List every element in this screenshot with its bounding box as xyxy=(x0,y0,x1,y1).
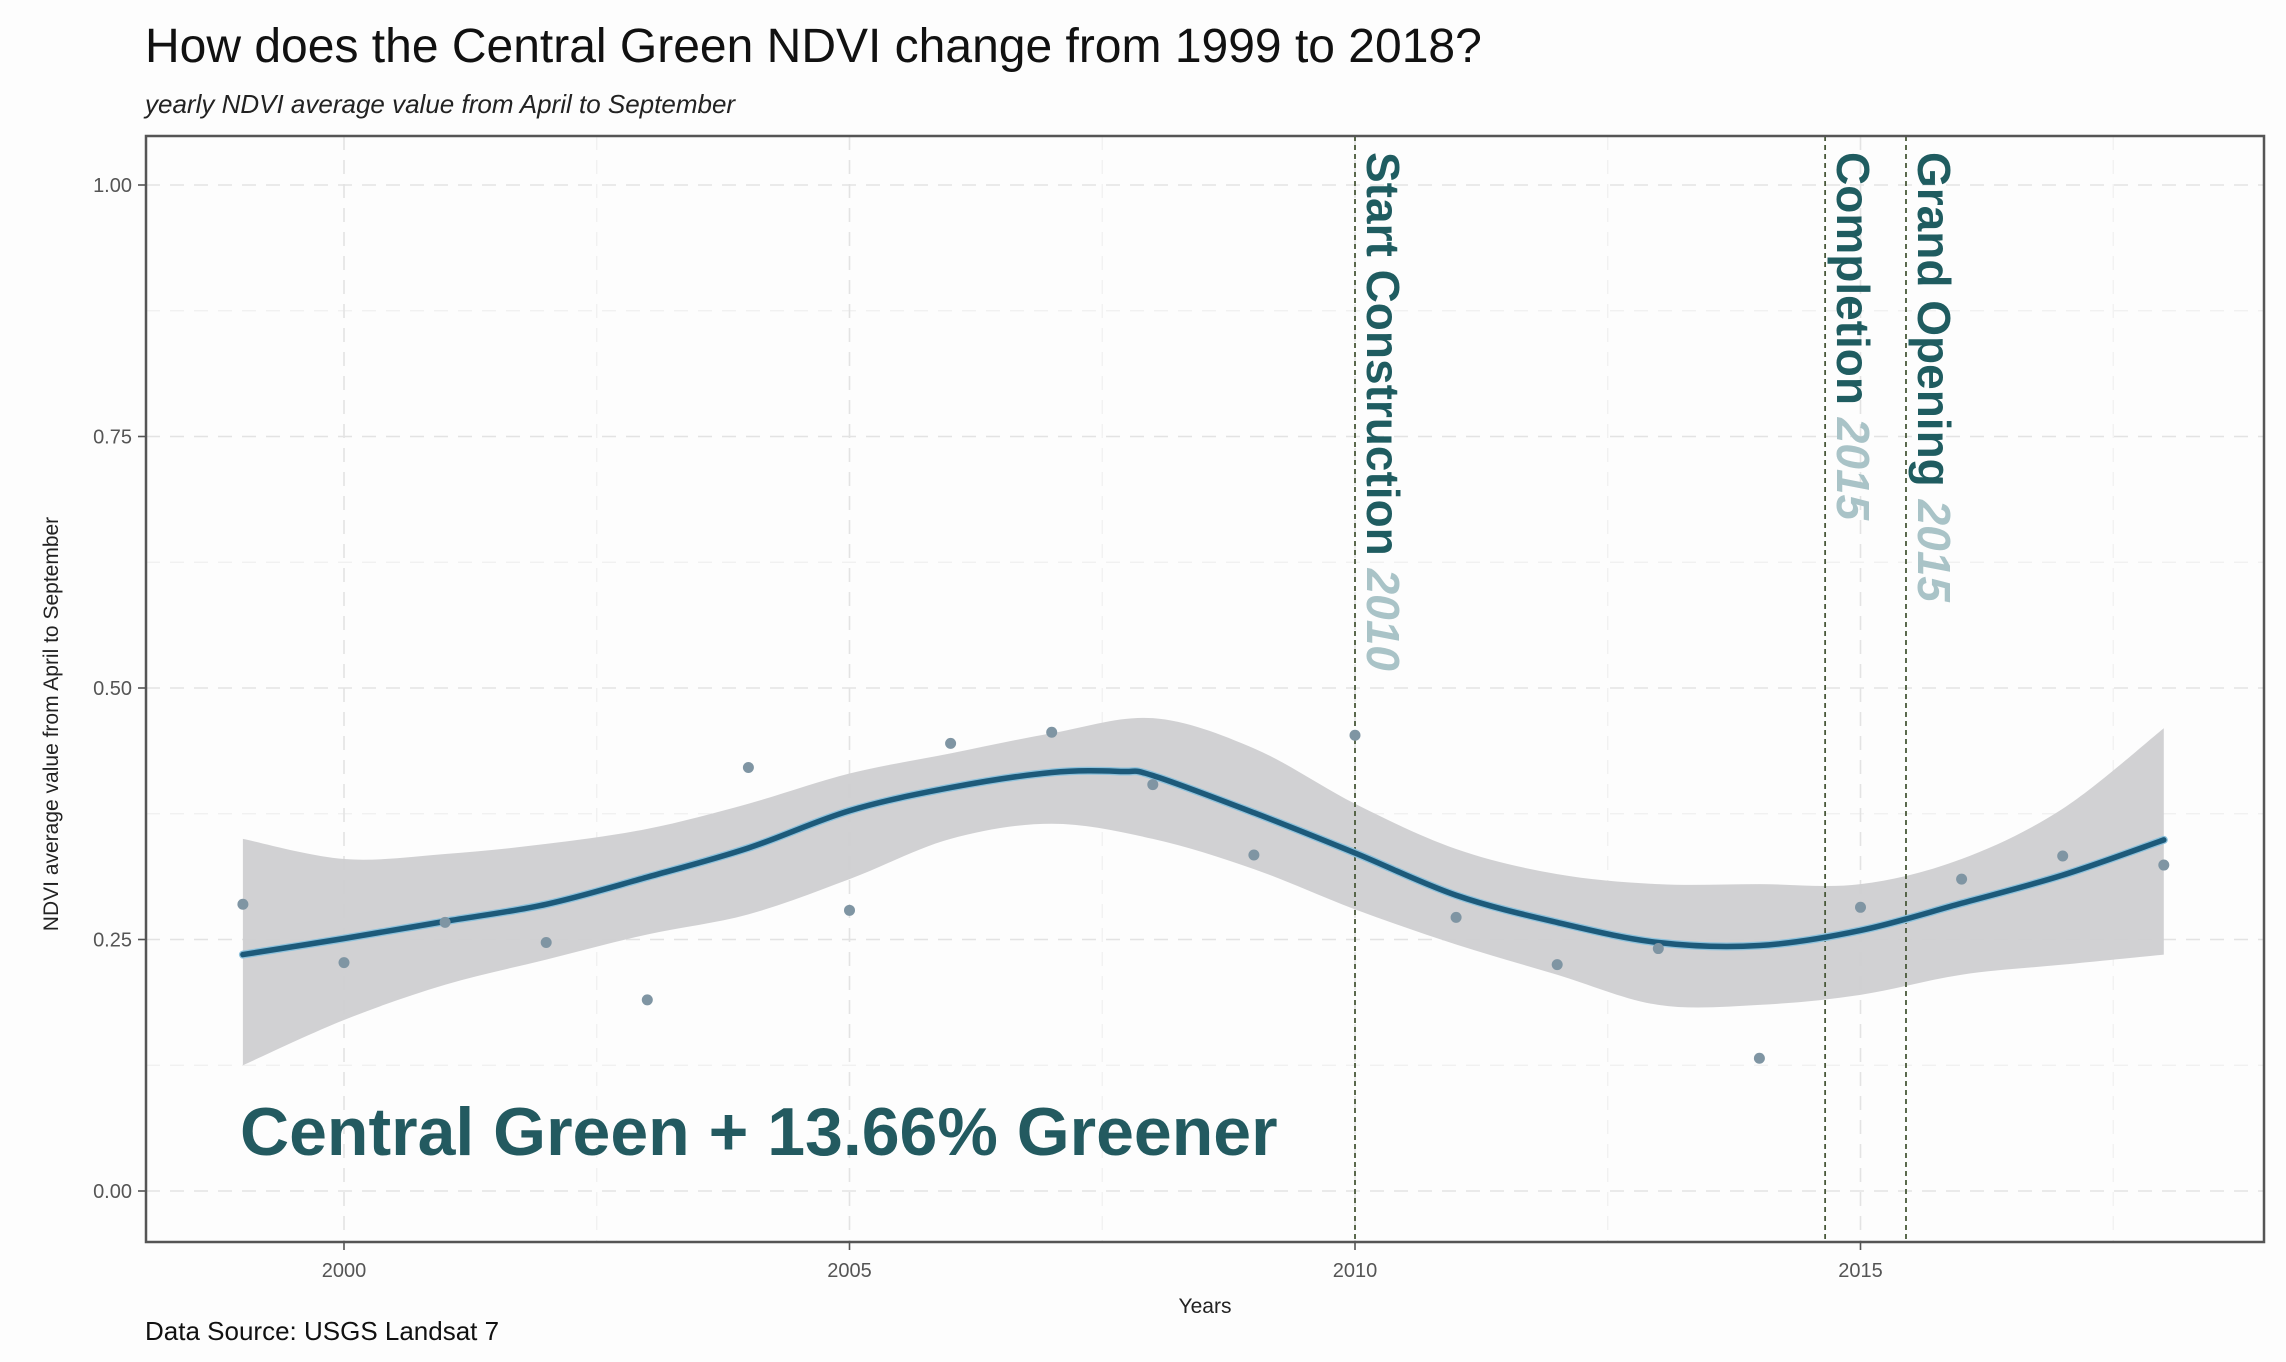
data-point xyxy=(540,937,552,949)
y-axis-title: NDVI average value from April to Septemb… xyxy=(40,517,63,931)
data-point xyxy=(1248,849,1260,861)
data-point xyxy=(1652,943,1664,955)
data-point xyxy=(237,898,249,910)
smooth-line-layer xyxy=(238,766,2168,959)
chart-subtitle: yearly NDVI average value from April to … xyxy=(143,89,736,119)
greener-annotation: Central Green + 13.66% Greener xyxy=(240,1094,1278,1170)
x-tick-label: 2005 xyxy=(827,1260,872,1282)
data-point xyxy=(945,737,957,749)
confidence-band xyxy=(242,717,2164,1066)
smooth-line xyxy=(240,768,2167,958)
x-axis-title: Years xyxy=(1179,1295,1232,1318)
data-point xyxy=(1450,911,1462,923)
event-annotation-label: Grand Opening xyxy=(1908,152,1960,500)
data-point xyxy=(1147,779,1159,791)
y-axis-ticks: 0.00 0.25 0.50 0.75 1.00 xyxy=(93,175,146,1203)
data-points-layer xyxy=(237,726,2170,1064)
event-annotation: Completion 2015 xyxy=(1827,152,1879,522)
data-point xyxy=(1956,873,1968,885)
event-annotation-label: Start Construction xyxy=(1357,152,1409,569)
y-tick-label: 0.00 xyxy=(93,1181,132,1203)
data-point xyxy=(742,761,754,773)
y-tick-label: 1.00 xyxy=(93,175,132,197)
data-point xyxy=(1551,959,1563,971)
data-point xyxy=(338,957,350,969)
event-annotation-label: Completion xyxy=(1827,152,1879,418)
x-tick-label: 2010 xyxy=(1333,1260,1378,1282)
event-annotation: Grand Opening 2015 xyxy=(1908,152,1960,603)
event-annotation-year: 2015 xyxy=(1908,499,1960,604)
y-tick-label: 0.75 xyxy=(93,427,132,449)
y-tick-label: 0.50 xyxy=(93,678,132,700)
chart-title: How does the Central Green NDVI change f… xyxy=(145,20,1482,73)
event-lines-layer xyxy=(1354,136,1907,1242)
data-point xyxy=(2158,859,2170,871)
y-tick-label: 0.25 xyxy=(93,930,132,952)
event-annotation: Start Construction 2010 xyxy=(1357,152,1409,671)
data-point xyxy=(439,916,451,928)
data-point xyxy=(1855,901,1866,913)
data-point xyxy=(2057,850,2069,862)
data-source-caption: Data Source: USGS Landsat 7 xyxy=(145,1316,499,1346)
data-point xyxy=(1349,729,1361,741)
data-point xyxy=(844,904,855,916)
event-annotation-year: 2010 xyxy=(1357,568,1409,672)
x-axis-ticks: 2000 2005 2010 2015 xyxy=(322,1242,1883,1282)
plot-panel-border xyxy=(144,134,2266,1244)
x-tick-label: 2015 xyxy=(1838,1260,1883,1282)
data-point xyxy=(1046,726,1058,738)
confidence-band-layer xyxy=(242,717,2164,1066)
event-annotation-year: 2015 xyxy=(1827,417,1879,522)
x-tick-label: 2000 xyxy=(322,1260,367,1282)
data-point xyxy=(641,994,653,1006)
data-point xyxy=(1753,1052,1765,1064)
